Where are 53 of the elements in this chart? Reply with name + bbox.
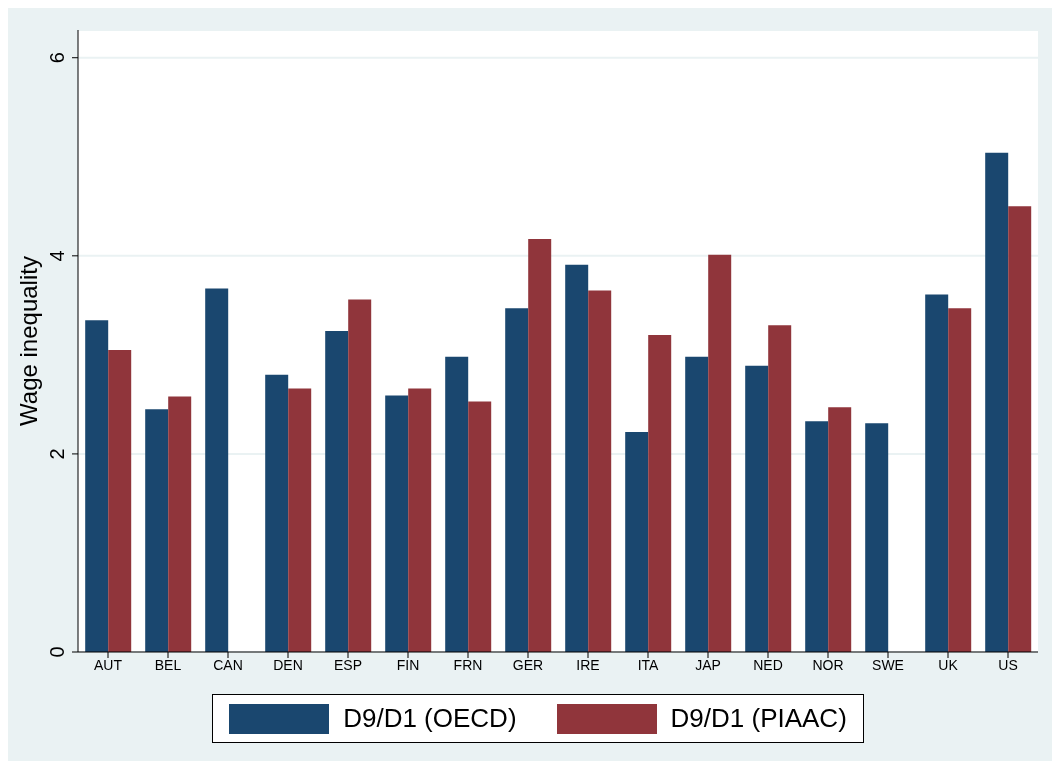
- bar: [588, 290, 612, 652]
- bar: [85, 320, 109, 652]
- bar: [685, 356, 709, 652]
- x-tick-label: FIN: [396, 656, 420, 673]
- x-tick-label: US: [998, 656, 1018, 673]
- x-tick-label: BEL: [154, 656, 182, 673]
- bar: [108, 349, 132, 652]
- bar: [768, 325, 792, 652]
- y-tick-label: 2: [46, 448, 68, 460]
- x-tick-label: SWE: [872, 656, 904, 673]
- bar: [468, 401, 492, 652]
- y-axis-title: Wage inequality: [14, 256, 42, 426]
- bar: [1008, 206, 1032, 652]
- x-tick-label: UK: [938, 656, 959, 673]
- y-tick-label: 6: [46, 52, 68, 64]
- bar: [865, 423, 889, 652]
- x-tick-label: ESP: [333, 656, 363, 673]
- x-tick-label: JAP: [695, 656, 721, 673]
- bar: [205, 288, 229, 652]
- bar: [288, 388, 312, 652]
- bar: [168, 396, 192, 652]
- bar: [528, 238, 552, 652]
- bar: [265, 374, 289, 652]
- x-tick-label: NED: [753, 656, 783, 673]
- bar: [708, 254, 732, 652]
- bar: [408, 388, 432, 652]
- x-tick-label: GER: [512, 656, 544, 673]
- bar: [648, 335, 672, 652]
- bar: [745, 365, 769, 652]
- bar: [445, 356, 469, 652]
- bar: [145, 409, 169, 652]
- y-tick-label: 4: [46, 250, 68, 262]
- bar: [985, 152, 1009, 652]
- x-tick-label: NOR: [812, 656, 844, 673]
- bar: [925, 294, 949, 652]
- legend-label: D9/D1 (OECD): [343, 703, 517, 734]
- bar: [948, 308, 972, 652]
- bar: [505, 308, 529, 652]
- x-tick-label: DEN: [273, 656, 303, 673]
- x-tick-label: AUT: [94, 656, 123, 673]
- x-tick-label: FRN: [453, 656, 483, 673]
- bar: [805, 421, 829, 652]
- y-tick-label: 0: [46, 646, 68, 658]
- bar: [325, 331, 349, 652]
- bar: [385, 395, 409, 652]
- x-tick-label: CAN: [213, 656, 243, 673]
- bar: [348, 299, 372, 652]
- bar: [565, 264, 589, 652]
- legend-label: D9/D1 (PIAAC): [670, 703, 847, 734]
- bar: [828, 407, 852, 652]
- x-tick-label: ITA: [637, 656, 660, 673]
- bar: [625, 432, 649, 652]
- x-tick-label: IRE: [576, 656, 600, 673]
